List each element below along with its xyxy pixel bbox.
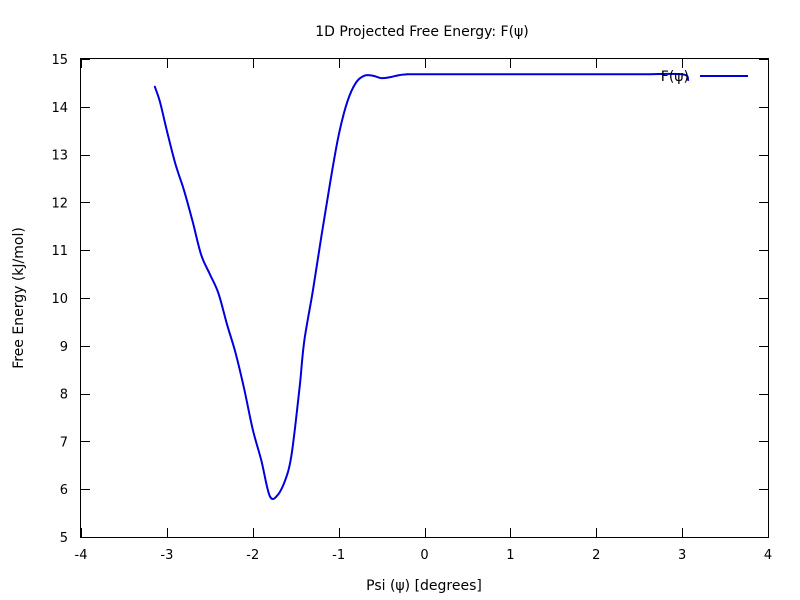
- y-tick-label: 12: [51, 196, 68, 211]
- x-axis: -4 -3 -2 -1 0 1 2 3 4: [75, 59, 772, 563]
- x-tick-label: -3: [160, 548, 173, 563]
- y-tick-label: 7: [60, 435, 68, 450]
- x-tick-label: 0: [420, 548, 428, 563]
- x-tick-label: 2: [592, 548, 600, 563]
- x-tick-label: -2: [246, 548, 259, 563]
- x-tick-label: -1: [332, 548, 345, 563]
- legend-label: F(ψ): [661, 69, 689, 85]
- y-tick-label: 13: [51, 149, 68, 164]
- x-axis-label: Psi (ψ) [degrees]: [366, 578, 482, 594]
- y-axis-label: Free Energy (kJ/mol): [11, 227, 27, 369]
- y-tick-label: 14: [51, 101, 68, 116]
- y-tick-label: 8: [60, 388, 68, 403]
- y-tick-label: 11: [51, 244, 68, 259]
- y-tick-label: 5: [60, 531, 68, 546]
- y-axis: 5 6 7 8 9 10 11 12 13 14 15: [51, 53, 768, 546]
- y-tick-label: 15: [51, 53, 68, 68]
- x-tick-label: 1: [506, 548, 514, 563]
- series-line-f-psi: [153, 72, 690, 500]
- y-tick-label: 9: [60, 340, 68, 355]
- y-tick-label: 6: [60, 483, 68, 498]
- legend: F(ψ): [661, 69, 748, 85]
- x-tick-label: -4: [75, 548, 88, 563]
- x-tick-label: 3: [678, 548, 686, 563]
- chart-title: 1D Projected Free Energy: F(ψ): [315, 24, 529, 40]
- x-tick-label: 4: [764, 548, 772, 563]
- y-tick-label: 10: [51, 292, 68, 307]
- plot-frame: [80, 58, 769, 538]
